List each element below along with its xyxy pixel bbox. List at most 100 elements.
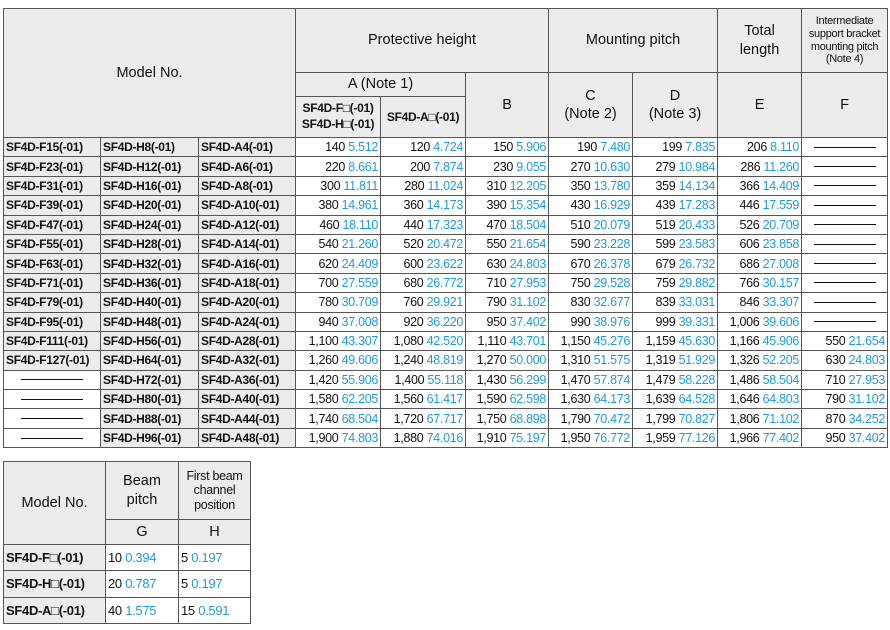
model-cell: SF4D-H80(-01) bbox=[100, 389, 199, 410]
inch-value: 0.197 bbox=[191, 550, 223, 566]
model-cell: SF4D-H36(-01) bbox=[100, 272, 199, 294]
header-line: position bbox=[194, 497, 235, 512]
model-name: SF4D-A18(-01) bbox=[201, 275, 280, 290]
mm-value: 446 bbox=[739, 198, 760, 213]
inch-value: 56.299 bbox=[509, 372, 547, 387]
model-cell: SF4D-H40(-01) bbox=[100, 292, 199, 313]
model-name: SF4D-H64(-01) bbox=[103, 353, 182, 368]
table-row: SF4D-F39(-01) SF4D-H20(-01) SF4D-A10(-01) 3… bbox=[3, 195, 889, 216]
value-cell: 40 1.575 bbox=[105, 596, 179, 624]
mm-value: 200 bbox=[410, 159, 431, 174]
mm-value: 950 bbox=[486, 314, 507, 329]
inch-value: 52.205 bbox=[762, 353, 800, 368]
inch-value: 70.472 bbox=[593, 411, 631, 426]
mm-value: 140 bbox=[325, 140, 346, 155]
value-cell: 1,750 68.898 bbox=[465, 408, 550, 429]
inch-value: 7.835 bbox=[685, 140, 716, 155]
inch-value: 76.772 bbox=[593, 431, 631, 446]
model-cell: SF4D-H8(-01) bbox=[100, 136, 199, 158]
inch-value: 23.583 bbox=[678, 237, 716, 252]
inch-value: 0.787 bbox=[125, 576, 157, 592]
mm-value: 1,950 bbox=[560, 431, 591, 446]
inch-value: 20.433 bbox=[678, 217, 716, 232]
inch-value: 29.882 bbox=[678, 275, 716, 290]
inch-value: 32.677 bbox=[593, 295, 631, 310]
value-cell: 760 29.921 bbox=[380, 292, 467, 313]
mm-value: 520 bbox=[403, 237, 424, 252]
header-line: length bbox=[739, 41, 780, 58]
value-cell: 199 7.835 bbox=[632, 136, 719, 158]
inch-value: 5.512 bbox=[348, 140, 379, 155]
value-cell: 750 29.528 bbox=[548, 272, 634, 294]
value-cell: 230 9.055 bbox=[465, 156, 550, 177]
value-cell: 1,420 55.906 bbox=[295, 369, 382, 391]
value-cell: 600 23.622 bbox=[380, 253, 467, 274]
inch-value: 14.134 bbox=[678, 178, 716, 193]
mm-value: 750 bbox=[570, 275, 591, 290]
model-cell: SF4D-A6(-01) bbox=[197, 156, 297, 177]
inch-value: 15.354 bbox=[509, 198, 547, 213]
value-cell: 950 37.402 bbox=[465, 311, 550, 332]
mm-value: 510 bbox=[570, 217, 591, 232]
header-cell: Protective height bbox=[295, 8, 550, 73]
model-cell: SF4D-H32(-01) bbox=[100, 253, 199, 274]
inch-value: 27.559 bbox=[341, 275, 379, 290]
inch-value: 61.417 bbox=[426, 392, 464, 407]
value-cell: 630 24.803 bbox=[465, 253, 550, 274]
inch-value: 48.819 bbox=[426, 353, 464, 368]
value-cell: 15 0.591 bbox=[178, 596, 251, 624]
model-cell: SF4D-A8(-01) bbox=[197, 175, 297, 197]
model-name: SF4D-A44(-01) bbox=[201, 411, 280, 426]
value-cell: 830 32.677 bbox=[548, 292, 634, 313]
mm-value: 790 bbox=[825, 392, 846, 407]
model-cell: SF4D-A10(-01) bbox=[197, 195, 297, 216]
model-name: SF4D-H48(-01) bbox=[103, 314, 182, 329]
header-cell: G bbox=[105, 519, 179, 545]
table-row: SF4D-F95(-01) SF4D-H48(-01) SF4D-A24(-01) 9… bbox=[3, 311, 889, 332]
model-name: SF4D-H32(-01) bbox=[103, 256, 182, 271]
table-row: SF4D-H72(-01) SF4D-A36(-01) 1,420 55.906 1,… bbox=[3, 369, 889, 391]
value-cell: 606 23.858 bbox=[717, 233, 803, 255]
header-cell: Model No. bbox=[3, 461, 106, 545]
value-cell: 1,740 68.504 bbox=[295, 408, 382, 429]
mm-value: 606 bbox=[739, 237, 760, 252]
inch-value: 20.472 bbox=[426, 237, 464, 252]
inch-value: 7.874 bbox=[433, 159, 464, 174]
inch-value: 16.929 bbox=[593, 198, 631, 213]
value-cell: 519 20.433 bbox=[632, 214, 719, 235]
mm-value: 350 bbox=[570, 178, 591, 193]
inch-value: 21.654 bbox=[848, 334, 886, 349]
value-cell: 1,590 62.598 bbox=[465, 389, 550, 410]
inch-value: 27.953 bbox=[509, 275, 547, 290]
model-name: SF4D-A20(-01) bbox=[201, 295, 280, 310]
value-cell: 206 8.110 bbox=[717, 136, 803, 158]
inch-value: 0.394 bbox=[125, 550, 157, 566]
header-line: (Note 3) bbox=[648, 106, 702, 122]
inch-value: 37.402 bbox=[509, 314, 547, 329]
mm-value: 5 bbox=[181, 576, 188, 592]
value-cell: 1,270 50.000 bbox=[465, 350, 550, 371]
value-cell: 359 14.134 bbox=[632, 175, 719, 197]
model-cell: SF4D-F63(-01) bbox=[3, 253, 101, 274]
value-cell: 846 33.307 bbox=[717, 292, 803, 313]
inch-value: 75.197 bbox=[509, 431, 547, 446]
value-cell: 380 14.961 bbox=[295, 195, 382, 216]
value-cell: 190 7.480 bbox=[548, 136, 634, 158]
value-cell: 270 10.630 bbox=[548, 156, 634, 177]
value-cell: 1,486 58.504 bbox=[717, 369, 803, 391]
model-cell: SF4D-F23(-01) bbox=[3, 156, 101, 177]
mm-value: 1,420 bbox=[308, 372, 339, 387]
inch-value: 43.701 bbox=[509, 334, 547, 349]
mm-value: 286 bbox=[740, 159, 761, 174]
inch-value: 64.173 bbox=[593, 392, 631, 407]
model-cell: SF4D-A16(-01) bbox=[197, 253, 297, 274]
mm-value: 1,910 bbox=[476, 431, 507, 446]
value-cell bbox=[801, 292, 889, 313]
inch-value: 67.717 bbox=[426, 411, 464, 426]
value-cell: 950 37.402 bbox=[801, 427, 889, 449]
value-cell: 920 36.220 bbox=[380, 311, 467, 332]
model-name: SF4D-H80(-01) bbox=[103, 392, 182, 407]
inch-value: 8.661 bbox=[348, 159, 379, 174]
inch-value: 7.480 bbox=[600, 140, 631, 155]
model-cell: SF4D-F111(-01) bbox=[3, 330, 101, 352]
